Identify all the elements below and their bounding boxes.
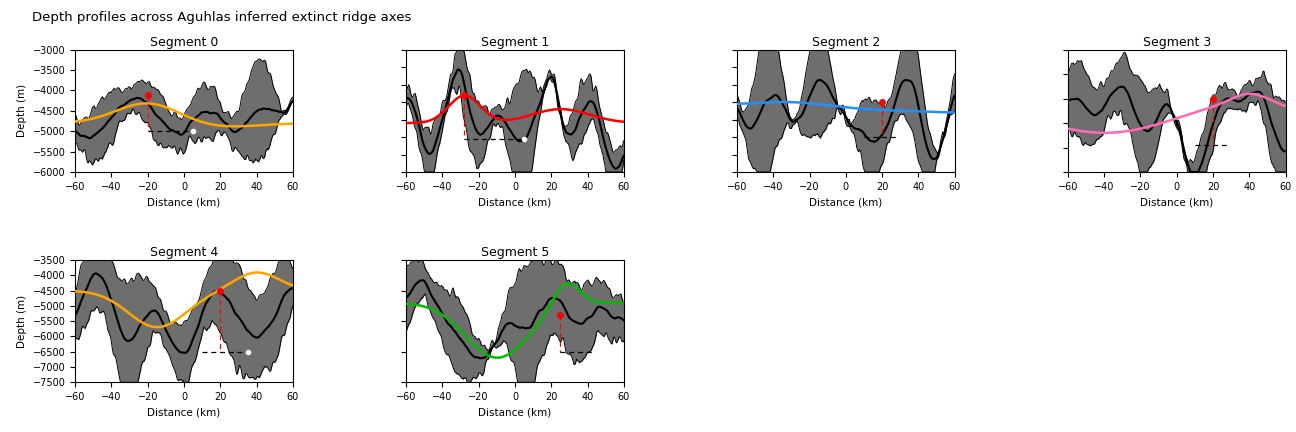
Title: Segment 2: Segment 2: [811, 35, 880, 48]
Y-axis label: Depth (m): Depth (m): [17, 84, 27, 137]
Title: Segment 0: Segment 0: [150, 35, 218, 48]
Text: Depth profiles across Aguhlas inferred extinct ridge axes: Depth profiles across Aguhlas inferred e…: [32, 11, 412, 24]
X-axis label: Distance (km): Distance (km): [478, 197, 552, 207]
X-axis label: Distance (km): Distance (km): [809, 197, 883, 207]
Title: Segment 3: Segment 3: [1143, 35, 1210, 48]
Title: Segment 4: Segment 4: [150, 246, 218, 259]
X-axis label: Distance (km): Distance (km): [148, 408, 220, 418]
Y-axis label: Depth (m): Depth (m): [17, 295, 27, 348]
X-axis label: Distance (km): Distance (km): [148, 197, 220, 207]
Title: Segment 1: Segment 1: [481, 35, 550, 48]
Title: Segment 5: Segment 5: [481, 246, 550, 259]
X-axis label: Distance (km): Distance (km): [478, 408, 552, 418]
X-axis label: Distance (km): Distance (km): [1140, 197, 1213, 207]
